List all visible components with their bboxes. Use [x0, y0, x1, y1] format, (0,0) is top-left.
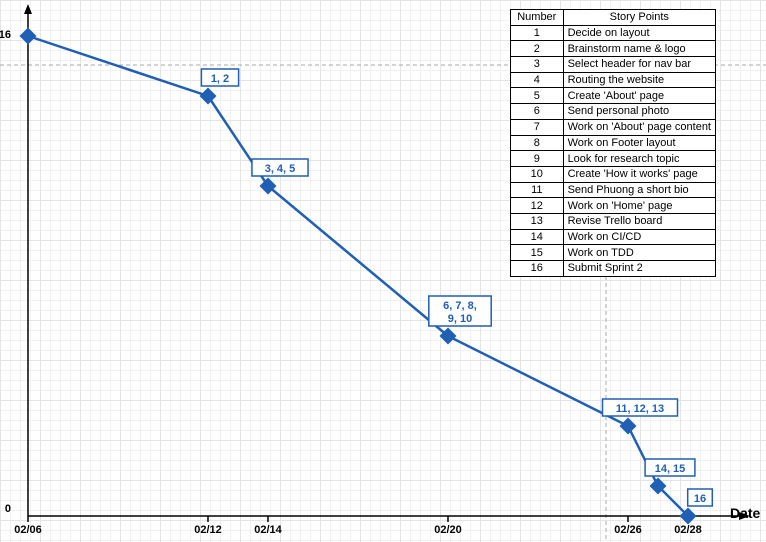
y-tick-label-max: 16	[0, 29, 11, 41]
annotation-label: 11, 12, 13	[601, 398, 679, 417]
table-row: 3 Select header for nav bar	[510, 56, 717, 73]
table-row: 16 Submit Sprint 2	[510, 260, 717, 277]
x-axis-label: Date	[730, 505, 761, 521]
story-number-cell: 15	[510, 244, 564, 261]
annotation-box	[601, 398, 679, 417]
annotation-box	[251, 158, 309, 177]
story-number-cell: 9	[510, 150, 564, 167]
annotation-label: 14, 15	[644, 458, 696, 477]
table-row: 1 Decide on layout	[510, 24, 717, 42]
annotation-label: 3, 4, 5	[251, 158, 309, 177]
table-row: 6 Send personal photo	[510, 103, 717, 120]
x-tick-label: 02/06	[14, 524, 42, 536]
data-point	[679, 507, 697, 525]
annotation-text: 14, 15	[655, 463, 686, 475]
story-description-cell: Work on 'Home' page	[562, 197, 717, 214]
story-number-cell: 3	[510, 56, 564, 73]
data-point	[649, 477, 667, 495]
annotation-label: 6, 7, 8,9, 10	[428, 295, 492, 327]
x-tick-label: 02/26	[614, 524, 642, 536]
story-number-cell: 13	[510, 212, 564, 230]
x-axis-arrowhead	[739, 512, 750, 520]
x-ticks	[27, 516, 689, 522]
story-number-cell: 10	[510, 165, 564, 183]
data-point	[199, 87, 217, 105]
table-row: 5 Create 'About' page	[510, 87, 717, 105]
story-number-cell: 14	[510, 228, 564, 246]
annotation-box	[644, 458, 696, 477]
table-row: 9 Look for research topic	[510, 150, 717, 167]
story-number-cell: 11	[510, 181, 564, 199]
x-tick-labels: 02/06 02/12 02/14 02/20 02/26 02/28	[14, 524, 702, 536]
annotation-text: 6, 7, 8,	[443, 300, 477, 312]
table-row: 7 Work on 'About' page content	[510, 118, 717, 136]
y-axis-arrowhead	[24, 4, 32, 14]
table-row: 11 Send Phuong a short bio	[510, 181, 717, 199]
table-row: 4 Routing the website	[510, 71, 717, 89]
table-row: 12 Work on 'Home' page	[510, 197, 717, 214]
data-point	[19, 27, 37, 45]
annotation-text: 11, 12, 13	[616, 403, 664, 415]
x-tick-label: 02/12	[194, 524, 222, 536]
data-point	[439, 327, 457, 345]
story-number-cell: 2	[510, 40, 564, 58]
annotation-label: 16	[686, 488, 714, 507]
story-points-column-header: Story Points	[562, 9, 717, 26]
story-number-cell: 6	[510, 103, 564, 120]
data-markers	[19, 27, 697, 525]
story-description-cell: Create 'How it works' page	[562, 165, 717, 183]
annotation-box	[686, 488, 714, 507]
table-header-row: Number Story Points	[510, 9, 717, 26]
table-row: 15 Work on TDD	[510, 244, 717, 261]
story-description-cell: Send personal photo	[562, 103, 717, 120]
annotation-text: 9, 10	[448, 313, 472, 325]
number-column-header: Number	[510, 9, 564, 26]
story-number-cell: 5	[510, 87, 564, 105]
story-description-cell: Submit Sprint 2	[562, 260, 717, 277]
story-description-cell: Work on CI/CD	[562, 228, 717, 246]
x-tick-label: 02/28	[674, 524, 702, 536]
table-row: 10 Create 'How it works' page	[510, 165, 717, 183]
story-number-cell: 8	[510, 134, 564, 152]
annotation-text: 3, 4, 5	[265, 163, 296, 175]
story-description-cell: Routing the website	[562, 71, 717, 89]
story-description-cell: Brainstorm name & logo	[562, 40, 717, 58]
story-number-cell: 7	[510, 118, 564, 136]
data-point	[259, 177, 277, 195]
data-annotations: 1, 2 3, 4, 5 6, 7, 8,9, 10 11, 12, 13 14, 15…	[200, 68, 714, 507]
story-number-cell: 4	[510, 71, 564, 89]
annotation-label: 1, 2	[200, 68, 240, 87]
annotation-text: 16	[694, 493, 706, 505]
annotation-box	[428, 295, 492, 327]
story-description-cell: Revise Trello board	[562, 212, 717, 230]
x-tick-label: 02/20	[434, 524, 462, 536]
story-number-cell: 16	[510, 260, 564, 277]
story-description-cell: Decide on layout	[562, 24, 717, 42]
story-description-cell: Look for research topic	[562, 150, 717, 167]
annotation-box	[200, 68, 240, 87]
data-point	[619, 417, 637, 435]
story-description-cell: Select header for nav bar	[562, 56, 717, 73]
table-row: 13 Revise Trello board	[510, 212, 717, 230]
story-description-cell: Send Phuong a short bio	[562, 181, 717, 199]
story-description-cell: Work on Footer layout	[562, 134, 717, 152]
story-description-cell: Work on TDD	[562, 244, 717, 261]
table-row: 14 Work on CI/CD	[510, 228, 717, 246]
annotation-text: 1, 2	[211, 73, 229, 85]
story-description-cell: Create 'About' page	[562, 87, 717, 105]
story-points-table: Number Story Points 1 Decide on layout 2 Br…	[510, 9, 717, 277]
table-row: 8 Work on Footer layout	[510, 134, 717, 152]
x-tick-label: 02/14	[254, 524, 282, 536]
story-number-cell: 12	[510, 197, 564, 214]
story-number-cell: 1	[510, 24, 564, 42]
story-description-cell: Work on 'About' page content	[562, 118, 717, 136]
y-tick-label-min: 0	[5, 503, 11, 515]
table-row: 2 Brainstorm name & logo	[510, 40, 717, 58]
